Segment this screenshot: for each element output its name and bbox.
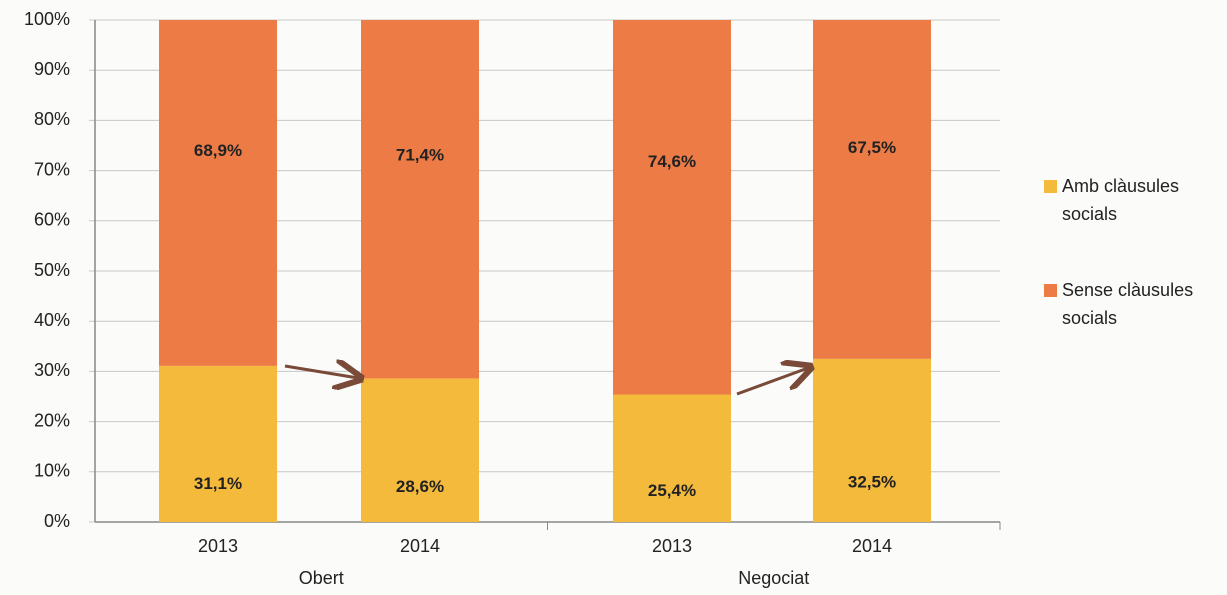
bar-segment — [813, 358, 931, 522]
x-tick-label: 2013 — [198, 536, 238, 556]
bar-segment — [613, 394, 731, 522]
data-label: 32,5% — [848, 472, 896, 491]
y-tick-label: 10% — [34, 461, 70, 481]
group-label: Obert — [299, 568, 344, 588]
x-tick-label: 2014 — [400, 536, 440, 556]
y-tick-label: 20% — [34, 410, 70, 430]
data-label: 71,4% — [396, 146, 444, 165]
legend-swatch — [1044, 284, 1057, 297]
y-tick-label: 50% — [34, 260, 70, 280]
bar-segment — [813, 20, 931, 359]
group-label: Negociat — [738, 568, 809, 588]
legend-item: Amb clàusules socials — [1044, 172, 1194, 228]
arrow — [736, 368, 808, 396]
y-tick-label: 60% — [34, 210, 70, 230]
legend-label: Amb clàusules socials — [1062, 176, 1180, 224]
y-tick-label: 30% — [34, 360, 70, 380]
bar-segment — [361, 378, 479, 522]
y-tick-label: 90% — [34, 59, 70, 79]
y-tick-label: 100% — [24, 9, 70, 29]
data-label: 74,6% — [648, 152, 696, 171]
bar-segment — [159, 20, 277, 366]
x-tick-label: 2014 — [852, 536, 892, 556]
bar-segment — [361, 20, 479, 379]
x-tick-label: 2013 — [652, 536, 692, 556]
y-tick-label: 0% — [44, 511, 70, 531]
bar-segment — [159, 365, 277, 522]
data-label: 25,4% — [648, 481, 696, 500]
legend-label: Sense clàusules socials — [1062, 280, 1194, 328]
y-tick-label: 70% — [34, 159, 70, 179]
bar-segment — [613, 20, 731, 395]
data-label: 68,9% — [194, 141, 242, 160]
legend-item: Sense clàusules socials — [1044, 276, 1194, 332]
arrow — [284, 366, 358, 378]
legend-swatch — [1044, 180, 1057, 193]
data-label: 67,5% — [848, 138, 896, 157]
data-label: 31,1% — [194, 474, 242, 493]
y-tick-label: 80% — [34, 109, 70, 129]
y-tick-label: 40% — [34, 310, 70, 330]
data-label: 28,6% — [396, 477, 444, 496]
